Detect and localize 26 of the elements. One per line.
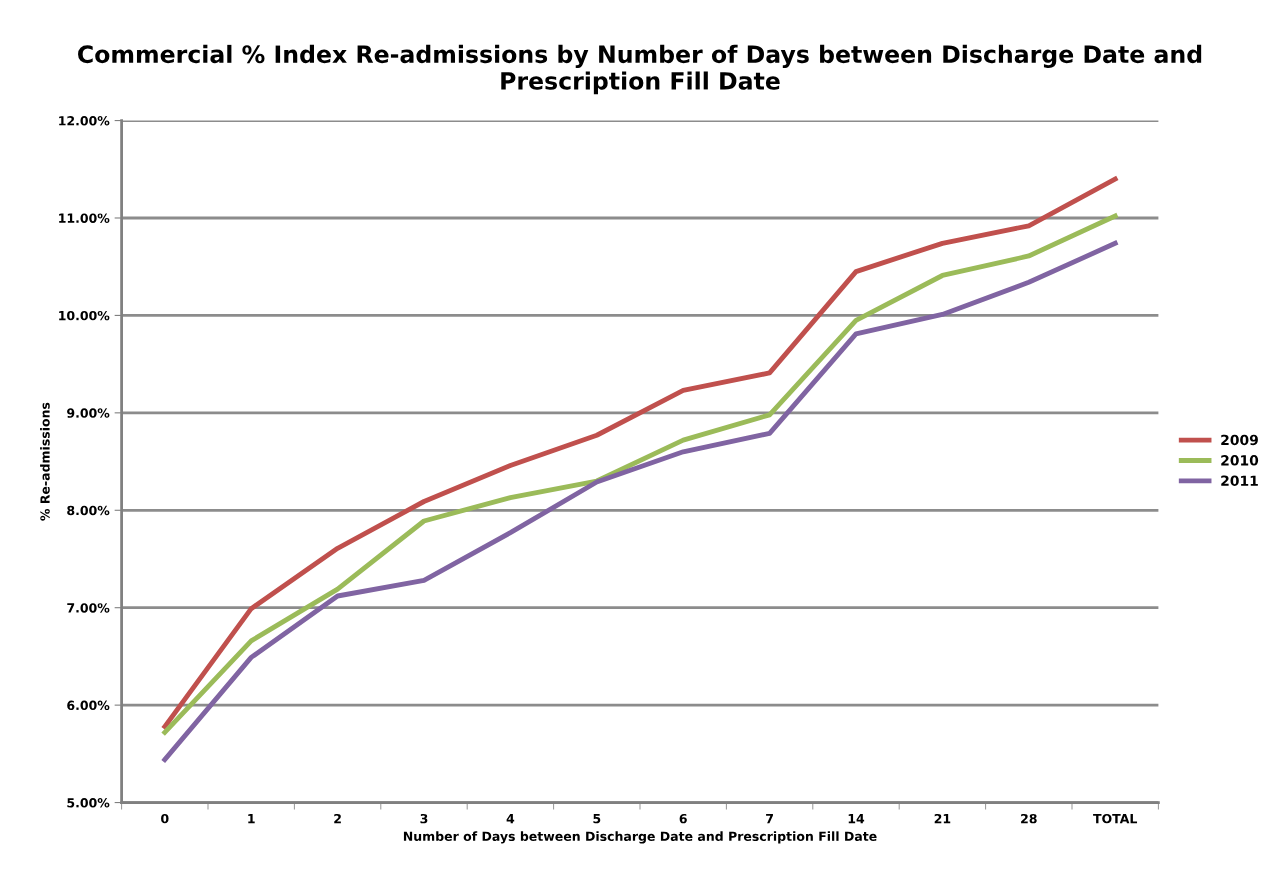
y-axis-title: % Re-admissions (40, 402, 50, 521)
x-tick-label: 4 (506, 814, 515, 824)
y-tick-label: 5.00% (67, 798, 110, 808)
x-tick-label: 7 (766, 814, 773, 824)
y-tick-label: 8.00% (67, 505, 110, 516)
legend-label: 2011 (1221, 475, 1258, 486)
x-axis-title: Number of Days between Discharge Date and Prescription Fill Date (403, 831, 877, 844)
x-tick-label: 21 (934, 813, 951, 824)
y-tick-label: 6.00% (67, 700, 110, 711)
x-tick-label: 28 (1021, 813, 1037, 824)
x-tick-label: 5 (593, 814, 601, 824)
x-tick-label: 6 (679, 813, 687, 824)
y-tick-label: 11.00% (59, 213, 110, 223)
legend-label: 2009 (1221, 434, 1258, 446)
y-tick-label: 10.00% (59, 310, 110, 321)
legend-label: 2010 (1221, 455, 1259, 466)
y-tick-label: 7.00% (67, 603, 110, 613)
y-tick-label: 12.00% (59, 116, 110, 126)
x-tick-label: 14 (848, 814, 865, 824)
x-tick-label: 3 (420, 813, 428, 824)
x-tick-label: 1 (248, 814, 255, 824)
x-tick-label: 2 (334, 813, 341, 824)
x-tick-label: 0 (161, 813, 169, 824)
chart-title: Commercial % Index Re-admissions by Number of Days between Discharge Date and Prescription Fill Date (78, 44, 1202, 95)
y-tick-label: 9.00% (67, 408, 110, 418)
x-tick-label: TOTAL (1093, 813, 1138, 824)
